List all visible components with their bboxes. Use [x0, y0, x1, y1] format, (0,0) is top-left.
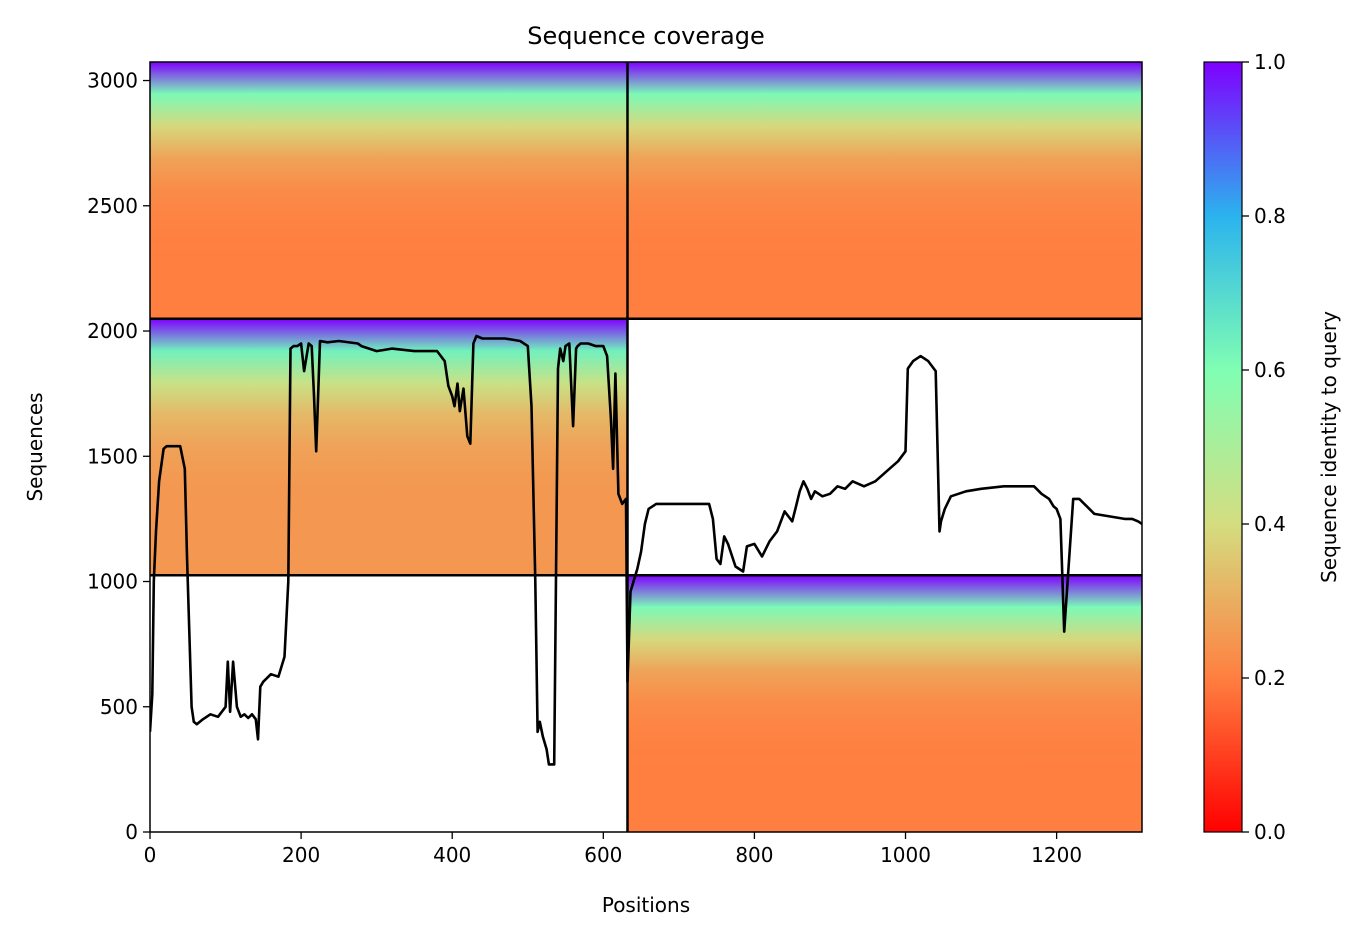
colorbar-tick-label: 0.4 [1254, 512, 1286, 536]
y-tick-label: 3000 [87, 69, 138, 93]
heatmap-block-chain-B-pair [627, 62, 1142, 319]
y-tick-label: 2000 [87, 319, 138, 343]
y-tick-label: 500 [100, 695, 138, 719]
y-tick-label: 0 [125, 820, 138, 844]
plot-frame [149, 61, 1143, 833]
colorbar-ticks: 0.0 0.2 0.4 0.6 0.8 1.0 [1242, 50, 1286, 844]
colorbar-tick-label: 0.0 [1254, 820, 1286, 844]
y-axis-label: Sequences [23, 392, 47, 501]
colorbar-tick-label: 1.0 [1254, 50, 1286, 74]
x-tick-label: 400 [433, 843, 471, 867]
y-tick-label: 1000 [87, 570, 138, 594]
colorbar-tick-label: 0.6 [1254, 358, 1286, 382]
x-tick-label: 600 [584, 843, 622, 867]
colorbar-tick-label: 0.2 [1254, 666, 1286, 690]
heatmap-blocks [150, 62, 1142, 832]
heatmap-block-chain-A-pair [150, 62, 628, 319]
chart-title: Sequence coverage [527, 22, 764, 50]
colorbar-label: Sequence identity to query [1317, 311, 1341, 583]
x-tick-label: 0 [144, 843, 157, 867]
heatmap-block-chain-A-only [150, 318, 628, 576]
x-tick-label: 200 [282, 843, 320, 867]
x-tick-label: 800 [735, 843, 773, 867]
x-axis: 0 200 400 600 800 1000 1200 [144, 832, 1082, 867]
coverage-line-layer [150, 334, 1142, 766]
chain-boundaries [150, 62, 1142, 832]
y-tick-label: 1500 [87, 444, 138, 468]
y-axis: 0 500 1000 1500 2000 2500 3000 [87, 69, 150, 844]
colorbar [1203, 61, 1243, 833]
heatmap-block-chain-B-only [627, 575, 1142, 832]
colorbar-tick-label: 0.8 [1254, 204, 1286, 228]
x-axis-label: Positions [602, 893, 690, 917]
x-tick-label: 1000 [880, 843, 931, 867]
x-tick-label: 1200 [1031, 843, 1082, 867]
y-tick-label: 2500 [87, 194, 138, 218]
coverage-line [150, 334, 1142, 766]
